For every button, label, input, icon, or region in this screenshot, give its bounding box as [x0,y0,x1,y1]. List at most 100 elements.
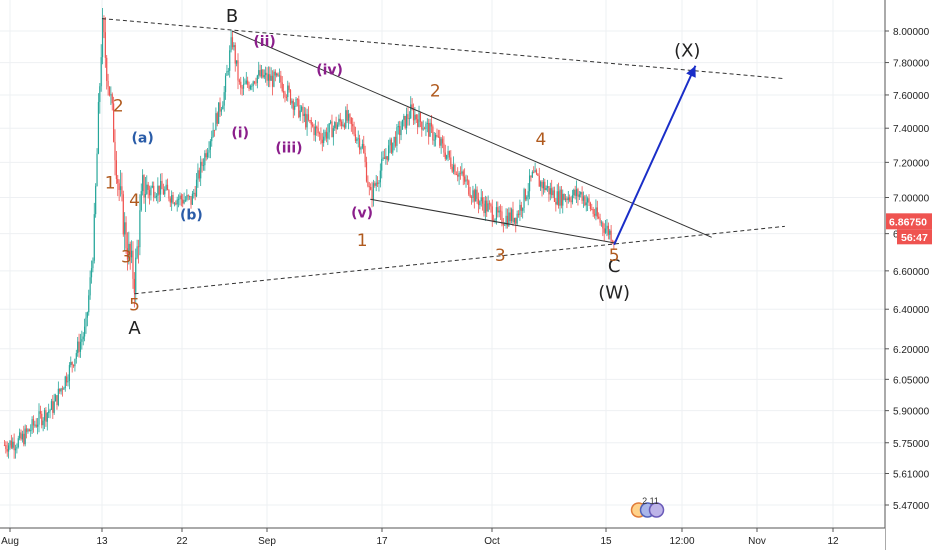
candle-body [368,186,370,188]
candle-body [93,214,95,261]
candle-body [457,174,459,177]
candle-body [537,173,539,176]
candle-body [350,117,352,125]
candle-body [365,162,368,182]
candle-body [276,73,278,76]
y-tick-label: 6.05000 [893,375,930,386]
candle-body [448,151,451,158]
candle-body [97,101,100,154]
candle-body [267,74,270,81]
y-axis[interactable]: 8.00000 7.80000 7.60000 7.40000 7.20000 7.000… [884,0,932,550]
candle-body [441,138,444,144]
dashed-trend-line[interactable] [134,225,785,295]
candle-body [519,204,521,216]
candle-body [200,161,202,179]
candle-body [31,419,33,431]
candle-body [7,445,10,452]
candle-body [535,170,538,174]
candle-body [96,153,98,187]
candle-body [164,189,166,195]
x-tick-label: Sep [258,536,276,547]
candle-body [451,166,453,172]
candle-body [359,138,361,150]
candle-body [487,203,489,212]
candle-body [490,204,492,207]
candle-body [262,69,264,78]
candle-body [219,102,221,112]
candle-body [16,447,18,449]
candle-body [606,225,608,229]
candle-body [208,149,210,153]
candle-body [179,195,181,199]
candle-body [158,185,160,195]
candle-body [370,186,372,190]
candle-body [21,433,24,440]
candle-body [596,207,598,217]
candle-body [92,260,94,269]
wave-label: 1 [105,173,116,193]
candle-body [88,295,90,313]
candle-body [309,120,311,121]
candle-body [20,432,22,440]
candle-body [66,376,68,383]
y-tick-label: 6.20000 [893,345,930,356]
candle-body [32,419,35,426]
candle-body [248,84,250,89]
candle-body [14,448,17,451]
candle-body [52,401,54,413]
candle-body [361,143,363,148]
x-tick-label: Nov [748,536,766,547]
wedge-trend-line[interactable] [370,198,615,244]
candle-body [499,210,502,212]
candle-body [517,213,520,216]
candle-body [479,201,481,206]
candle-body [187,195,189,197]
candle-body [28,429,30,432]
candle-body [520,204,522,211]
candle-body [426,122,428,124]
projection-arrow[interactable] [613,65,697,246]
candle-body [211,136,213,142]
candle-body [591,208,593,210]
wave-label: 2 [113,96,124,116]
candle-body [19,432,21,439]
candle-body [150,187,152,196]
candle-body [53,401,55,413]
candle-body [542,181,545,189]
candle-body [85,317,87,327]
candle-body [504,224,506,226]
candle-body [74,358,76,367]
candle-body [5,445,7,450]
candle-body [394,136,397,146]
x-axis[interactable]: Aug 13 22 Sep 17 Oct 15 12:00 Nov 12 [0,527,885,550]
trend-lines [101,18,785,295]
candle-body [30,430,32,432]
candle-body [382,157,384,159]
candle-body [222,105,224,110]
wedge-trend-line[interactable] [231,30,712,238]
candle-body [410,104,412,119]
candle-body [440,138,442,146]
candle-body [522,207,524,211]
candle-body [408,118,410,120]
candle-body [502,224,504,226]
dashed-trend-line[interactable] [101,18,785,80]
candle-body [347,114,350,121]
candle-body [374,183,376,186]
candle-body [481,197,484,204]
candle-body [334,122,336,129]
candle-body [548,186,550,195]
candle-body [455,174,457,175]
candle-body [549,188,551,195]
candle-body [523,189,525,208]
candle-body [578,194,580,197]
candle-body [299,110,301,118]
x-tick-label: 13 [96,536,108,547]
candle-body [383,157,386,159]
candle-body [346,110,348,121]
candle-body [528,175,531,192]
countdown-label: 56:47 [901,232,928,244]
candle-body [604,228,607,233]
candle-body [60,388,62,392]
candle-body [316,126,318,129]
